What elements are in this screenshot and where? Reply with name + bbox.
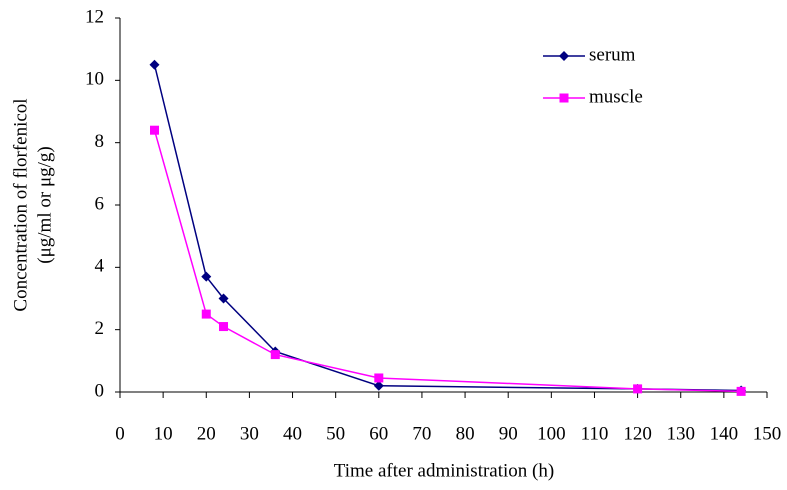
marker — [559, 51, 569, 61]
legend-label: serum — [589, 44, 636, 65]
x-tick-label: 70 — [412, 423, 431, 444]
marker — [201, 271, 212, 282]
y-axis-label-group: (μg/ml or μg/g) — [34, 146, 55, 263]
x-tick-label: 140 — [710, 423, 739, 444]
x-tick-label: 10 — [154, 423, 173, 444]
y-tick-label: 0 — [95, 380, 105, 401]
marker — [149, 59, 160, 70]
x-tick-label: 50 — [326, 423, 345, 444]
marker — [736, 386, 746, 396]
marker — [270, 350, 280, 360]
x-tick-label: 80 — [456, 423, 475, 444]
x-tick-label: 150 — [753, 423, 782, 444]
x-tick-label: 110 — [581, 423, 609, 444]
x-tick-label: 90 — [499, 423, 518, 444]
y-tick-label: 12 — [85, 6, 104, 27]
series-line — [153, 64, 742, 392]
series-line — [153, 129, 742, 393]
y-tick-label: 2 — [95, 318, 105, 339]
y-tick-label: 4 — [95, 256, 105, 277]
y-tick-label: 10 — [85, 69, 104, 90]
legend-label: muscle — [589, 86, 643, 107]
marker — [150, 125, 160, 135]
x-axis-label: Time after administration (h) — [334, 460, 554, 481]
x-tick-label: 40 — [283, 423, 302, 444]
marker — [559, 93, 569, 103]
marker — [219, 322, 229, 332]
y-tick-label: 6 — [95, 193, 105, 214]
x-tick-label: 120 — [623, 423, 652, 444]
marker — [373, 380, 384, 391]
x-tick-label: 100 — [537, 423, 566, 444]
x-tick-label: 20 — [197, 423, 216, 444]
marker — [218, 293, 229, 304]
marker — [633, 384, 643, 394]
marker — [201, 309, 211, 319]
y-axis-label: Concentration of florfenicol — [10, 98, 31, 311]
x-tick-label: 60 — [369, 423, 388, 444]
x-tick-label: 130 — [666, 423, 695, 444]
x-tick-label: 30 — [240, 423, 259, 444]
y-axis-label-group: Concentration of florfenicol — [10, 98, 31, 311]
marker — [374, 373, 384, 383]
y-axis-label: (μg/ml or μg/g) — [34, 146, 55, 263]
x-tick-label: 0 — [115, 423, 125, 444]
y-tick-label: 8 — [95, 131, 105, 152]
